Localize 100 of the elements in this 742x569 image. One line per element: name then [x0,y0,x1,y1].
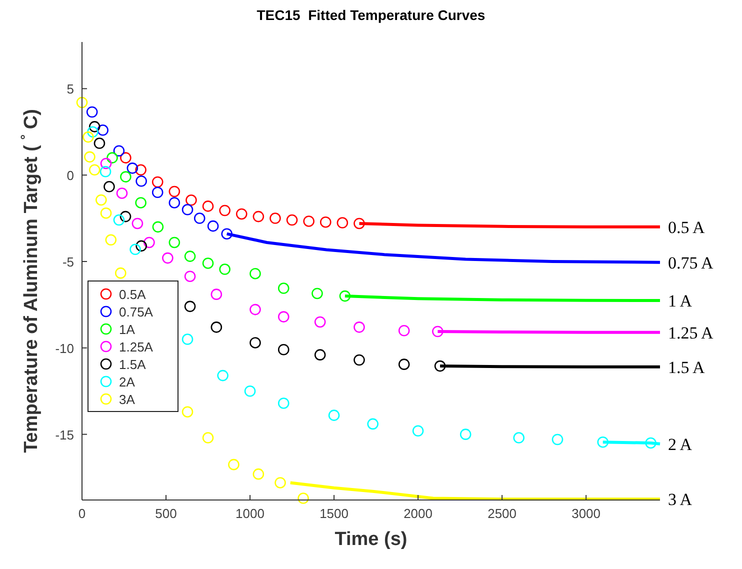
series-label: 1.25 A [668,323,714,342]
point [152,186,164,198]
x-tick-label: 0 [78,506,86,521]
point [250,304,261,316]
point [136,175,147,187]
point [219,204,230,216]
point [144,236,155,248]
point [182,334,194,345]
point [278,282,290,294]
point [87,126,98,138]
series-label: 1 A [668,292,693,311]
chart-title: TEC15 Fitted Temperature Curves [256,7,486,23]
point [113,214,125,226]
point [320,216,332,228]
point [217,370,228,382]
series-label: 3 A [668,490,693,510]
x-tick-label: 2000 [404,506,433,521]
point [513,432,525,444]
point [202,258,214,269]
point [100,207,112,219]
point [168,236,180,248]
point [168,186,180,198]
point [135,164,146,176]
point [432,326,444,338]
point [152,176,164,188]
point [120,152,132,164]
point [120,171,132,182]
point [100,166,112,178]
point [135,197,146,208]
legend-label: 0.75A [119,304,154,320]
x-tick-label: 1000 [236,506,264,521]
point [126,162,138,174]
point [120,210,132,222]
x-tick-label: 500 [155,506,177,521]
point [314,349,326,360]
point [244,385,256,397]
point [106,152,118,164]
point [113,145,125,157]
point [97,124,108,136]
point [186,194,197,206]
y-tick-label: -10 [55,340,74,356]
point [105,234,117,246]
line-series [288,481,662,501]
point [597,436,609,448]
y-tick-label: -5 [62,254,74,270]
point [274,477,286,488]
point [270,212,281,224]
point [88,164,100,176]
legend-label: 3A [119,392,136,407]
point [162,252,174,264]
point [82,131,94,143]
point [236,208,248,220]
point [645,437,656,449]
point [354,354,365,366]
legend-label: 0.5A [119,287,146,302]
point [116,188,128,199]
point [100,158,112,170]
point [336,217,348,228]
point [132,218,144,230]
point [252,210,264,222]
legend-label: 1A [119,322,136,337]
point [278,398,290,409]
series-label: 0.5 A [668,218,706,237]
point [434,360,446,372]
point [210,322,222,333]
y-tick-label: -15 [55,427,74,442]
legend-label: 1.5A [119,357,146,372]
series-label: 1.5 A [668,358,706,377]
x-tick-label: 3000 [572,506,601,521]
point [168,197,180,208]
point [314,316,326,328]
point [286,214,298,226]
point [219,264,230,275]
point [278,311,290,322]
point [194,212,206,224]
x-axis-title: Time (s) [334,529,408,550]
point [88,121,100,132]
point [182,204,194,216]
point [84,151,96,163]
point [298,492,309,504]
point [184,270,196,282]
point [210,288,222,300]
series-label: 2 A [668,434,693,454]
point [94,138,106,149]
point [114,267,126,279]
point [207,220,219,232]
point [312,288,323,300]
point [86,106,98,118]
point [202,432,214,444]
point [552,434,564,446]
point [250,268,261,280]
point [354,218,365,230]
point [328,410,340,421]
point [460,428,472,440]
point [354,322,365,333]
x-tick-label: 2500 [488,506,517,521]
point [250,337,261,348]
point [104,181,115,192]
point [398,358,410,370]
x-tick-label: 1500 [320,506,348,521]
